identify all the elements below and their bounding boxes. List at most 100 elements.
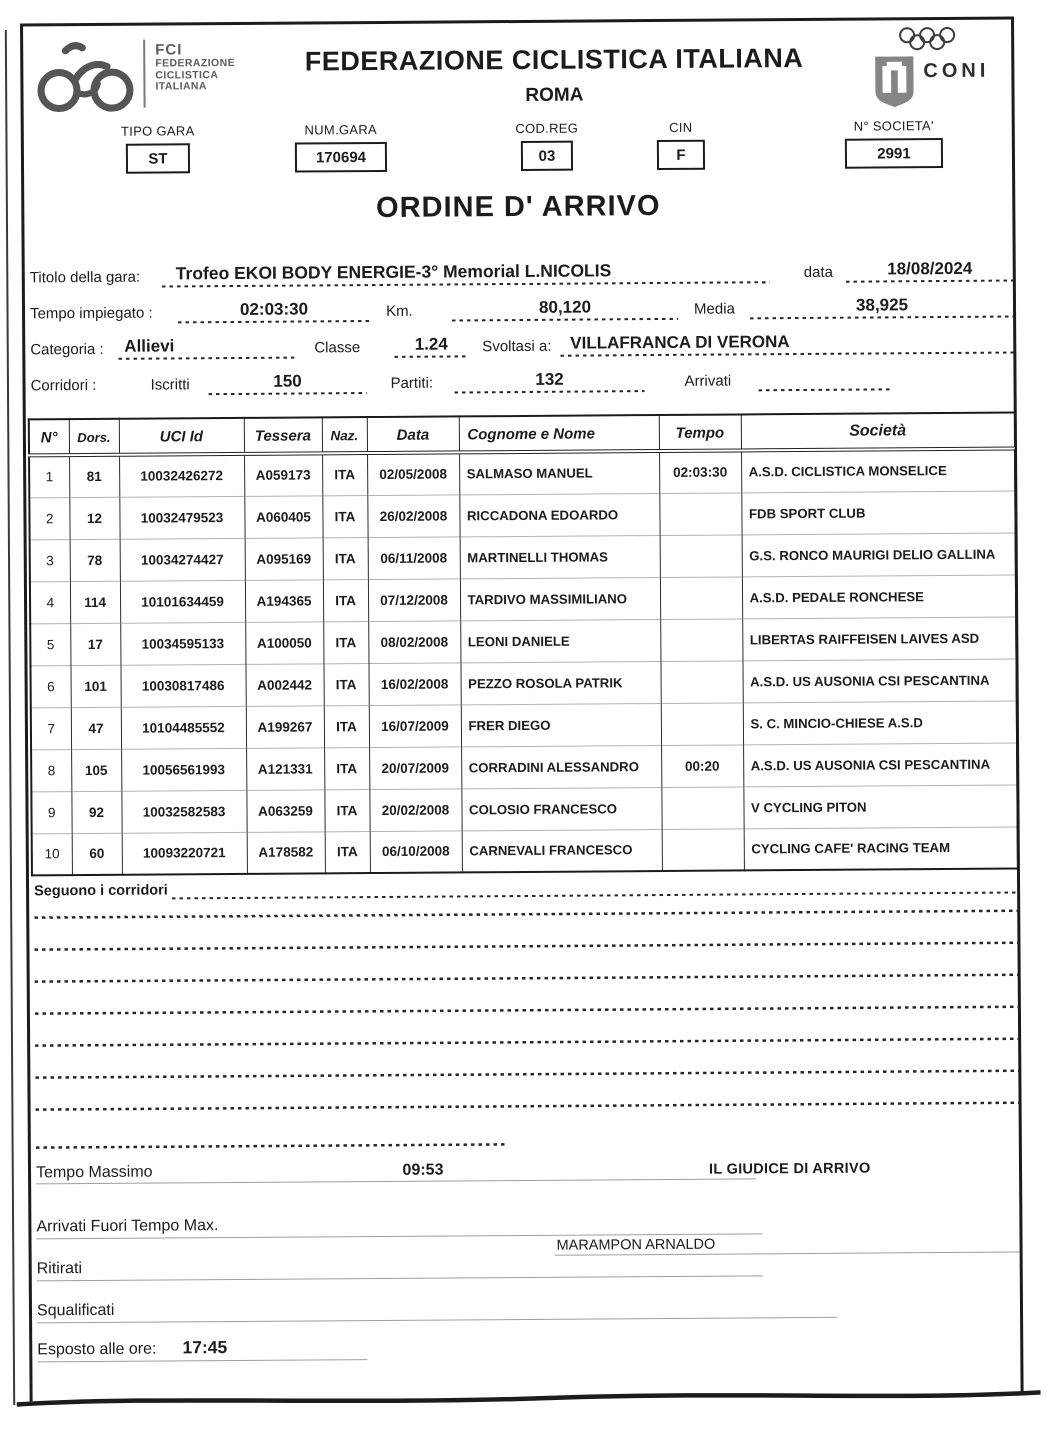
meta-value-box: ST bbox=[125, 143, 191, 174]
col-header-tempo: Tempo bbox=[658, 414, 742, 452]
table-cell: 12 bbox=[69, 496, 120, 540]
table-cell: 60 bbox=[71, 832, 122, 876]
dotted-line bbox=[35, 1037, 1020, 1048]
meta-field-cin: CIN F bbox=[636, 120, 726, 171]
table-row: 9 92 10032582583 A063259 ITA 20/02/2008 COLOSI… bbox=[31, 784, 1018, 834]
elapsed-time-value: 02:03:30 bbox=[177, 299, 371, 324]
table-cell: 16/02/2008 bbox=[368, 662, 461, 706]
dotted-line bbox=[34, 909, 1019, 920]
meta-label: TIPO GARA bbox=[120, 123, 195, 139]
table-cell: 10034595133 bbox=[120, 621, 246, 665]
col-header-naz: Naz. bbox=[321, 417, 368, 454]
field-label: Partiti: bbox=[390, 374, 434, 392]
table-cell: PEZZO ROSOLA PATRIK bbox=[460, 661, 661, 705]
table-cell: 10101634459 bbox=[119, 579, 246, 623]
results-tbody: 1 81 10032426272 A059173 ITA 02/05/2008 SALMAS… bbox=[29, 448, 1018, 876]
col-header-bib: Dors. bbox=[68, 418, 120, 456]
form-header: FCI FEDERAZIONE CICLISTICA ITALIANA FEDE… bbox=[33, 26, 1004, 129]
fci-bicycle-logo bbox=[37, 42, 134, 113]
table-row: 1 81 10032426272 A059173 ITA 02/05/2008 SALMAS… bbox=[29, 448, 1016, 498]
table-cell: 10093220721 bbox=[121, 831, 247, 875]
table-cell bbox=[661, 828, 744, 872]
dotted-line bbox=[34, 973, 1019, 984]
field-label: Titolo della gara: bbox=[29, 268, 141, 287]
started-value: 132 bbox=[454, 369, 645, 394]
table-cell: 10104485552 bbox=[120, 705, 247, 749]
header-center: FEDERAZIONE CICLISTICA ITALIANA ROMA bbox=[235, 27, 874, 109]
table-cell: A194365 bbox=[244, 579, 324, 622]
fci-brand: FCI FEDERAZIONE CICLISTICA ITALIANA bbox=[33, 31, 235, 120]
table-cell: 8 bbox=[31, 749, 72, 792]
table-cell: TARDIVO MASSIMILIANO bbox=[459, 577, 661, 621]
table-cell bbox=[660, 618, 743, 662]
table-cell: 7 bbox=[30, 707, 72, 750]
form-frame: FCI FEDERAZIONE CICLISTICA ITALIANA FEDE… bbox=[16, 16, 1041, 1407]
table-cell: 08/02/2008 bbox=[368, 620, 461, 664]
meta-field-num-gara: NUM.GARA 170694 bbox=[276, 122, 406, 173]
race-info-row-time: Tempo impiegato : 02:03:30 Km. 80,120 Me… bbox=[30, 294, 1015, 325]
table-cell: ITA bbox=[323, 663, 369, 706]
fci-line: ITALIANA bbox=[155, 80, 207, 93]
table-cell: ITA bbox=[323, 705, 370, 748]
col-header-name: Cognome e Nome bbox=[458, 415, 660, 453]
field-label: data bbox=[803, 263, 834, 282]
table-cell: 02/05/2008 bbox=[367, 452, 460, 496]
fci-brand-text: FCI FEDERAZIONE CICLISTICA ITALIANA bbox=[155, 41, 235, 93]
race-info-row-category: Categoria : Allievi Classe 1.24 Svoltasi… bbox=[30, 330, 1015, 361]
venue-value: VILLAFRANCA DI VERONA bbox=[560, 330, 1015, 357]
field-label: Km. bbox=[385, 302, 413, 320]
meta-fields-row: TIPO GARA ST NUM.GARA 170694 COD.REG 03 … bbox=[24, 118, 1012, 191]
table-cell: A.S.D. US AUSONIA CSI PESCANTINA bbox=[742, 658, 1017, 703]
race-date-value: 18/08/2024 bbox=[845, 258, 1014, 283]
table-cell: 10032479523 bbox=[119, 495, 245, 539]
col-header-position: N° bbox=[28, 419, 70, 456]
meta-field-tipo-gara: TIPO GARA ST bbox=[102, 123, 214, 174]
squalificati-label: Squalificati bbox=[36, 1301, 115, 1320]
table-cell: A063259 bbox=[246, 789, 325, 832]
table-cell: ITA bbox=[324, 747, 370, 790]
table-cell: 101 bbox=[70, 664, 121, 708]
esposto-value: 17:45 bbox=[182, 1337, 228, 1358]
coni-brand: CONI bbox=[873, 26, 1004, 109]
dotted-line bbox=[171, 873, 1019, 900]
table-cell bbox=[659, 492, 742, 536]
table-cell: A199267 bbox=[245, 705, 325, 748]
tempo-massimo-label: Tempo Massimo bbox=[35, 1163, 153, 1182]
document-title: ORDINE D' ARRIVO bbox=[375, 190, 661, 224]
meta-field-n-societa: N° SOCIETA' 2991 bbox=[824, 118, 964, 169]
table-cell: 26/02/2008 bbox=[367, 494, 460, 538]
table-cell bbox=[660, 702, 744, 746]
table-cell: ITA bbox=[322, 453, 368, 496]
field-label: Corridori : bbox=[30, 376, 97, 395]
dotted-line bbox=[34, 1005, 1019, 1016]
esposto-row: Esposto alle ore: 17:45 bbox=[37, 1336, 368, 1363]
table-cell: 17 bbox=[70, 622, 121, 666]
table-cell: 6 bbox=[30, 665, 71, 708]
brand-divider bbox=[143, 39, 146, 108]
page-bottom-edge bbox=[16, 1390, 1041, 1407]
seguono-label: Seguono i corridori bbox=[34, 882, 168, 900]
meta-label: CIN bbox=[669, 119, 693, 135]
race-info: Titolo della gara: Trofeo EKOI BODY ENER… bbox=[30, 258, 1015, 410]
col-header-data: Data bbox=[366, 416, 460, 454]
coni-label: CONI bbox=[923, 59, 990, 83]
ritirati-row: Ritirati bbox=[36, 1255, 763, 1282]
table-cell: ITA bbox=[322, 579, 369, 622]
olympic-rings-icon bbox=[899, 26, 956, 51]
field-label: Iscritti bbox=[150, 376, 190, 394]
table-cell: CORRADINI ALESSANDRO bbox=[461, 745, 662, 789]
table-cell: ITA bbox=[324, 789, 370, 832]
table-cell: S. C. MINCIO-CHIESE A.S.D bbox=[742, 700, 1018, 745]
table-cell: 10 bbox=[31, 833, 72, 876]
table-row: 3 78 10034274427 A095169 ITA 06/11/2008 MARTIN… bbox=[29, 532, 1016, 582]
table-cell: 2 bbox=[29, 497, 70, 540]
field-label: Arrivati bbox=[684, 372, 732, 390]
table-cell: 10056561993 bbox=[121, 747, 247, 791]
table-cell: FDB SPORT CLUB bbox=[741, 490, 1016, 535]
table-cell: RICCADONA EDOARDO bbox=[459, 493, 660, 537]
table-cell: 78 bbox=[69, 538, 120, 582]
table-cell: 4 bbox=[29, 581, 71, 624]
table-cell bbox=[659, 534, 742, 578]
km-value: 80,120 bbox=[451, 296, 679, 322]
table-cell: 06/11/2008 bbox=[367, 536, 460, 580]
